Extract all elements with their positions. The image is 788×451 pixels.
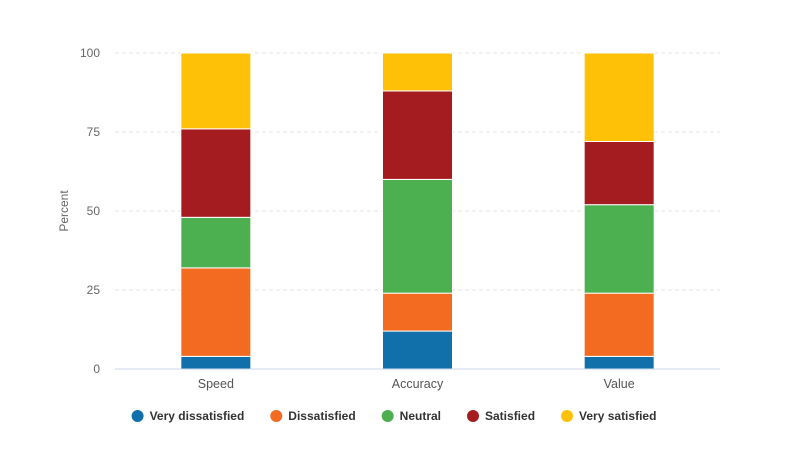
bar-segment: [180, 355, 252, 370]
x-tick-label: Value: [604, 377, 635, 391]
bar-segment: [382, 52, 453, 92]
bar-segment: [382, 178, 453, 294]
bar-segment: [180, 267, 252, 357]
legend-item[interactable]: Very satisfied: [561, 409, 656, 423]
x-tick-label: Accuracy: [392, 377, 444, 391]
bar-segment: [180, 52, 252, 130]
bar-segment: [583, 355, 655, 370]
y-axis-title: Percent: [57, 190, 71, 232]
legend: Very dissatisfied Dissatisfied Neutral Sati…: [131, 409, 656, 423]
legend-marker: [381, 410, 394, 422]
legend-label: Neutral: [400, 409, 441, 423]
legend-item[interactable]: Neutral: [381, 409, 441, 423]
legend-label: Very dissatisfied: [150, 409, 245, 423]
y-tick-label: 75: [87, 125, 101, 139]
y-axis-ticks: 0 25 50 75 100: [80, 46, 100, 376]
legend-marker: [270, 410, 283, 422]
legend-item[interactable]: Satisfied: [467, 409, 535, 423]
y-tick-label: 50: [87, 204, 101, 218]
legend-marker: [131, 410, 144, 422]
y-tick-label: 25: [87, 283, 101, 297]
legend-label: Satisfied: [485, 409, 535, 423]
bar-segment: [583, 52, 655, 142]
bar-segment: [180, 216, 252, 269]
legend-marker: [561, 410, 574, 422]
legend-label: Very satisfied: [579, 409, 656, 423]
y-tick-label: 100: [80, 46, 100, 60]
bar-segment: [583, 140, 655, 206]
legend-label: Dissatisfied: [288, 409, 355, 423]
y-tick-label: 0: [93, 362, 100, 376]
legend-item[interactable]: Dissatisfied: [270, 409, 356, 423]
legend-marker: [467, 410, 480, 422]
bar-segment: [583, 292, 655, 357]
bar-segment: [583, 204, 655, 294]
bar-segment: [180, 128, 252, 218]
bars: [180, 52, 655, 370]
bar-segment: [382, 330, 453, 370]
x-axis-ticks: Speed Accuracy Value: [198, 377, 635, 391]
x-tick-label: Speed: [198, 377, 234, 391]
bar-segment: [382, 90, 453, 180]
legend-item[interactable]: Very dissatisfied: [131, 409, 245, 423]
bar-segment: [382, 292, 453, 332]
